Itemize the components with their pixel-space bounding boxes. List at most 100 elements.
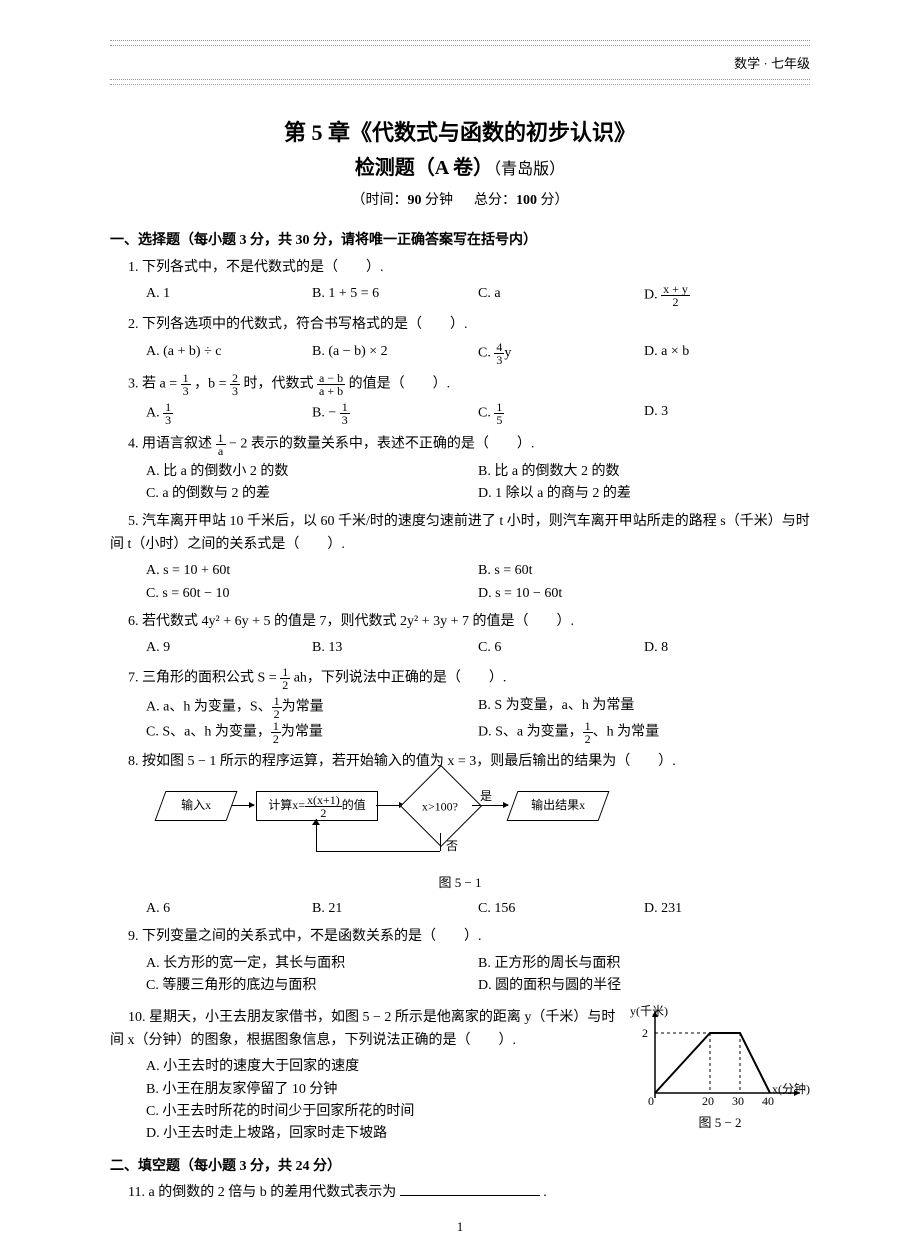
q7-A-pre: A. a、h 为变量，S、	[146, 699, 272, 714]
top-dotted-rule-2	[110, 79, 810, 85]
q9-D: D. 圆的面积与圆的半径	[478, 975, 810, 997]
q11-suffix: .	[543, 1185, 547, 1200]
q2-B: B. (a − b) × 2	[312, 341, 478, 366]
q8-D: D. 231	[644, 898, 810, 920]
q3-A: A. 13	[146, 401, 312, 426]
q4-B: B. 比 a 的倒数大 2 的数	[478, 461, 810, 483]
section1-head: 一、选择题（每小题 3 分，共 30 分，请将唯一正确答案写在括号内）	[110, 230, 810, 252]
q10-B: B. 小王在朋友家停留了 10 分钟	[146, 1079, 620, 1101]
q7-C: C. S、a、h 为变量，12为常量	[146, 720, 478, 745]
q6-D: D. 8	[644, 637, 810, 659]
q3-C-num: 1	[494, 401, 504, 414]
q7-pre: 7. 三角形的面积公式 S =	[128, 670, 280, 685]
q3-B-num: 1	[340, 401, 350, 414]
calc-den: 2	[305, 807, 342, 819]
q3-a-frac: 13	[181, 372, 191, 397]
flow-input: 输入x	[155, 791, 238, 821]
q4-pre: 4. 用语言叙述	[128, 436, 216, 451]
q6-B: B. 13	[312, 637, 478, 659]
q7-D-pre: D. S、a 为变量，	[478, 724, 583, 739]
q5-D: D. s = 10 − 60t	[478, 583, 810, 605]
q4-C: C. a 的倒数与 2 的差	[146, 483, 478, 505]
q3-expr-frac: a − ba + b	[317, 372, 345, 397]
flow-cond: x>100?	[400, 765, 482, 847]
q11: 11. a 的倒数的 2 倍与 b 的差用代数式表示为 .	[128, 1182, 810, 1204]
q7-num: 1	[280, 666, 290, 679]
q7-frac: 12	[280, 666, 290, 691]
q2-stem: 2. 下列各选项中的代数式，符合书写格式的是（ ）.	[128, 314, 810, 336]
q7-C-suf: 为常量	[281, 724, 323, 739]
q1-stem: 1. 下列各式中，不是代数式的是（ ）.	[128, 257, 810, 279]
q4-den: a	[216, 445, 226, 457]
q3-a-num: 1	[181, 372, 191, 385]
q4-options: A. 比 a 的倒数小 2 的数 B. 比 a 的倒数大 2 的数 C. a 的…	[146, 461, 810, 506]
q3-B-frac: 13	[340, 401, 350, 426]
q3-b-frac: 23	[230, 372, 240, 397]
q11-text: 11. a 的倒数的 2 倍与 b 的差用代数式表示为	[128, 1185, 396, 1200]
q3-D: D. 3	[644, 401, 810, 426]
time-score-line: （时间：90 分钟 总分：100 分）	[110, 190, 810, 212]
q10-C: C. 小王去时所花的时间少于回家所花的时间	[146, 1101, 620, 1123]
flow-output: 输出结果x	[507, 791, 610, 821]
q7-suf: ah，下列说法中正确的是（ ）.	[294, 670, 507, 685]
chapter-title: 第 5 章《代数式与函数的初步认识》	[110, 115, 810, 150]
q8-flowchart: 输入x 计算x= x(x+1)2 的值 x>100? 是 输出结果x 否	[160, 781, 810, 871]
q7-C-den: 2	[271, 733, 281, 745]
q7-A-frac: 12	[272, 695, 282, 720]
q3-C-den: 5	[494, 414, 504, 426]
q4-suf: − 2 表示的数量关系中，表述不正确的是（ ）.	[229, 436, 534, 451]
time-label: （时间：	[352, 193, 408, 208]
q2-C-frac: 4 3	[494, 341, 504, 366]
q6-C: C. 6	[478, 637, 644, 659]
q5-options: A. s = 10 + 60t B. s = 60t C. s = 60t − …	[146, 560, 810, 605]
q9-B: B. 正方形的周长与面积	[478, 953, 810, 975]
q9-stem: 9. 下列变量之间的关系式中，不是函数关系的是（ ）.	[128, 926, 810, 948]
page-number: 1	[110, 1217, 810, 1238]
q3-b-num: 2	[230, 372, 240, 385]
q1-D-frac: x + y 2	[661, 283, 690, 308]
arrow-yes	[472, 805, 508, 806]
q10-stem: 10. 星期天，小王去朋友家借书，如图 5 − 2 所示是他离家的距离 y（千米…	[110, 1007, 620, 1052]
q1-C: C. a	[478, 283, 644, 308]
total-label: 总分：	[474, 193, 516, 208]
q8-options: A. 6 B. 21 C. 156 D. 231	[146, 898, 810, 920]
q3-C-frac: 15	[494, 401, 504, 426]
q7-A-num: 1	[272, 695, 282, 708]
q11-blank	[400, 1195, 540, 1196]
q3-A-num: 1	[163, 401, 173, 414]
flow-calc: 计算x= x(x+1)2 的值	[256, 791, 378, 821]
q3-B-den: 3	[340, 414, 350, 426]
q1-D: D. x + y 2	[644, 283, 810, 308]
q10-A: A. 小王去时的速度大于回家的速度	[146, 1056, 620, 1078]
q5-B: B. s = 60t	[478, 560, 810, 582]
q3-options: A. 13 B. − 13 C. 15 D. 3	[146, 401, 810, 426]
test-label: 检测题（A 卷）	[355, 157, 493, 179]
arrow-1	[232, 805, 254, 806]
q7-options: A. a、h 为变量，S、12为常量 B. S 为变量，a、h 为常量 C. S…	[146, 695, 810, 745]
yes-label: 是	[480, 787, 492, 806]
q7-A: A. a、h 为变量，S、12为常量	[146, 695, 478, 720]
q3-A-pre: A.	[146, 405, 163, 420]
q7-B: B. S 为变量，a、h 为常量	[478, 695, 810, 720]
test-subtitle: 检测题（A 卷）（青岛版）	[110, 152, 810, 184]
top-dotted-rule	[110, 40, 810, 46]
q3-stem: 3. 若 a = 13 ，b = 23 时，代数式 a − ba + b 的值是…	[128, 372, 810, 397]
q7-C-num: 1	[271, 720, 281, 733]
calc-pre: 计算x=	[268, 796, 305, 815]
q5-stem: 5. 汽车离开甲站 10 千米后，以 60 千米/时的速度匀速前进了 t 小时，…	[110, 511, 810, 556]
edition-label: （青岛版）	[493, 161, 565, 178]
q3-A-den: 3	[163, 414, 173, 426]
time-value: 90	[408, 193, 422, 208]
line-back-h	[316, 851, 440, 852]
cond-label: x>100?	[405, 798, 475, 817]
q2-D: D. a × b	[644, 341, 810, 366]
q6-stem: 6. 若代数式 4y² + 6y + 5 的值是 7，则代数式 2y² + 3y…	[128, 611, 810, 633]
arrow-back-head	[312, 819, 320, 825]
q8-C: C. 156	[478, 898, 644, 920]
no-label: 否	[446, 837, 458, 856]
q2-C-prefix: C.	[478, 345, 494, 360]
q9-options: A. 长方形的宽一定，其长与面积 B. 正方形的周长与面积 C. 等腰三角形的底…	[146, 953, 810, 998]
q2-options: A. (a + b) ÷ c B. (a − b) × 2 C. 4 3 y D…	[146, 341, 810, 366]
q3-p1: 3. 若 a =	[128, 376, 181, 391]
q5-C: C. s = 60t − 10	[146, 583, 478, 605]
